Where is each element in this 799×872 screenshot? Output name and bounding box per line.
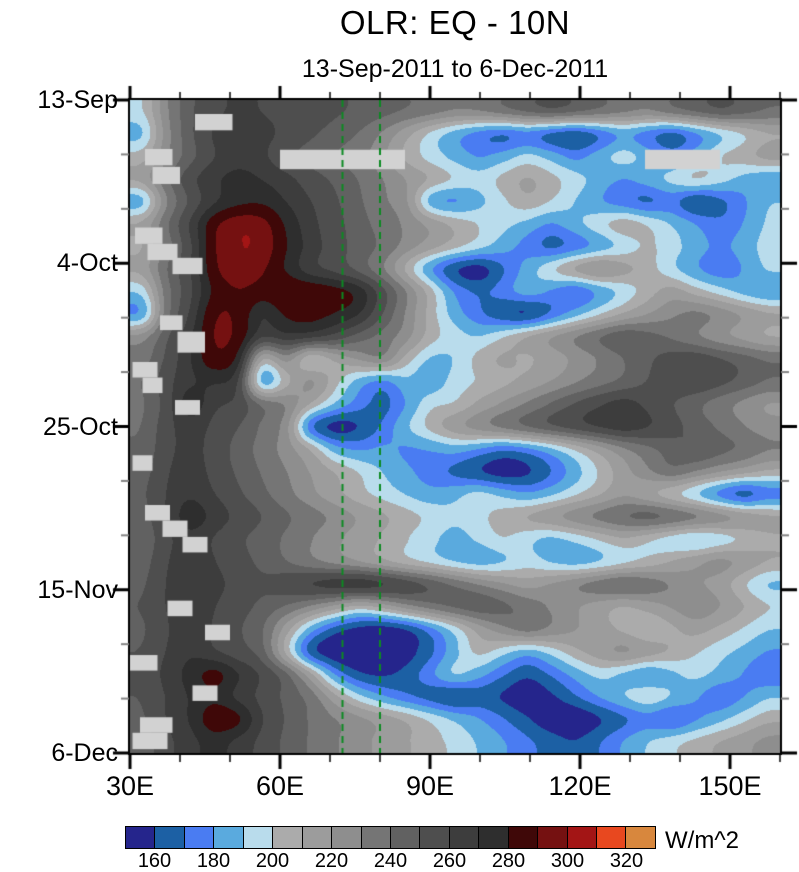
colorbar-segment: [538, 827, 568, 848]
colorbar-tick-label: 240: [373, 850, 408, 872]
y-tick-label: 6-Dec: [51, 739, 118, 767]
colorbar-tick-label: 220: [314, 850, 349, 872]
colorbar-segment: [126, 827, 156, 848]
colorbar: [125, 826, 656, 849]
y-tick-label: 25-Oct: [42, 412, 118, 441]
chart-subtitle: 13-Sep-2011 to 6-Dec-2011: [301, 55, 609, 83]
colorbar-segment: [361, 827, 391, 848]
colorbar-segment: [302, 827, 333, 848]
y-tick-label: 13-Sep: [37, 86, 118, 114]
colorbar-segment: [155, 827, 185, 848]
x-tick-label: 60E: [255, 771, 305, 801]
colorbar-tick-label: 260: [432, 850, 467, 872]
x-tick-label: 150E: [698, 771, 762, 801]
plot-canvas: [0, 0, 799, 800]
colorbar-segment: [567, 827, 597, 848]
x-tick-label: 120E: [548, 771, 612, 801]
y-tick-label: 15-Nov: [37, 575, 118, 604]
colorbar-segment: [214, 827, 244, 848]
colorbar-segment: [243, 827, 274, 848]
colorbar-segment: [626, 827, 655, 848]
colorbar-segment: [508, 827, 539, 848]
colorbar-segment: [273, 827, 303, 848]
y-tick-label: 4-Oct: [56, 249, 118, 278]
x-tick-label: 90E: [405, 771, 455, 801]
colorbar-segment: [479, 827, 509, 848]
colorbar-segment: [184, 827, 215, 848]
colorbar-tick-label: 300: [550, 850, 585, 872]
colorbar-segment: [597, 827, 627, 848]
colorbar-tick-label: 180: [196, 850, 231, 872]
colorbar-segment: [332, 827, 362, 848]
colorbar-segment: [420, 827, 450, 848]
colorbar-segment: [390, 827, 421, 848]
colorbar-tick-label: 280: [491, 850, 526, 872]
colorbar-units-label: W/m^2: [665, 827, 739, 854]
x-tick-label: 30E: [105, 771, 155, 801]
colorbar-segment: [449, 827, 480, 848]
chart-title: OLR: EQ - 10N: [339, 4, 571, 41]
colorbar-tick-label: 200: [255, 850, 290, 872]
colorbar-tick-label: 160: [137, 850, 172, 872]
colorbar-tick-label: 320: [609, 850, 644, 872]
